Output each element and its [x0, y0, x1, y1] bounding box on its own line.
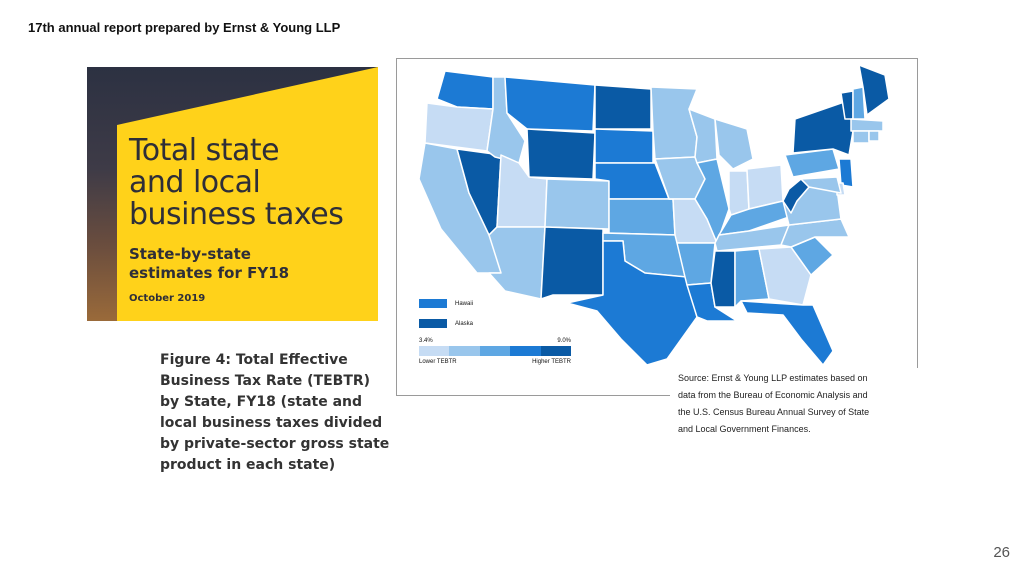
- state-in: [728, 170, 750, 216]
- state-az: [488, 226, 546, 300]
- state-ct: [852, 130, 870, 144]
- cover-subtitle-line: State-by-state: [129, 245, 251, 263]
- state-nh: [852, 86, 866, 120]
- state-md: [800, 176, 842, 194]
- cover-title: Total state and local business taxes: [129, 133, 344, 232]
- scale-step-2: [449, 346, 480, 356]
- state-ms: [710, 250, 736, 308]
- cover-subtitle-line: estimates for FY18: [129, 264, 290, 282]
- state-ma: [850, 118, 884, 132]
- us-states-map: [418, 64, 890, 366]
- caption-line: Figure 4: Total Effective: [160, 352, 348, 368]
- source-note: Source: Ernst & Young LLP estimates base…: [670, 368, 934, 438]
- legend-hawaii: Hawaii: [419, 299, 473, 308]
- scale-step-3: [479, 346, 511, 356]
- state-ks: [608, 198, 676, 236]
- legend-hawaii-label: Hawaii: [455, 300, 474, 307]
- scale-step-1: [419, 346, 450, 356]
- legend-alaska-label: Alaska: [455, 320, 474, 327]
- state-me: [858, 64, 890, 116]
- legend-alaska: Alaska: [419, 319, 473, 328]
- source-line: and Local Government Finances.: [678, 424, 811, 434]
- caption-line: product in each state): [160, 457, 336, 473]
- tebtr-map: Hawaii Alaska 3.4% 9.0% Lower TEBTR High…: [396, 58, 918, 396]
- state-fl: [740, 300, 834, 366]
- report-attribution: 17th annual report prepared by Ernst & Y…: [28, 20, 341, 35]
- scale-lower-label: Lower TEBTR: [419, 359, 457, 365]
- cover-title-line: business taxes: [129, 197, 344, 232]
- legend-alaska-swatch: [419, 319, 447, 328]
- scale-max-label: 9.0%: [557, 338, 571, 344]
- cover-date: October 2019: [129, 293, 206, 304]
- page-number: 26: [993, 544, 1010, 561]
- source-line: Source: Ernst & Young LLP estimates base…: [678, 373, 868, 383]
- scale-bar: [419, 346, 572, 356]
- state-ga: [758, 246, 812, 306]
- caption-line: by private-sector gross state: [160, 436, 390, 452]
- state-or: [424, 102, 494, 152]
- state-wa: [436, 70, 494, 110]
- source-line: data from the Bureau of Economic Analysi…: [678, 390, 868, 400]
- state-nm: [540, 226, 604, 300]
- state-mt: [504, 76, 596, 132]
- state-al: [734, 248, 770, 308]
- color-scale: 3.4% 9.0% Lower TEBTR Higher TEBTR: [419, 338, 572, 365]
- cover-title-line: Total state: [129, 133, 280, 168]
- state-mn: [650, 86, 698, 160]
- source-line: the U.S. Census Bureau Annual Survey of …: [678, 407, 870, 417]
- state-mi: [714, 118, 754, 170]
- state-nj: [838, 158, 854, 188]
- report-cover-image: Total state and local business taxes Sta…: [87, 67, 378, 321]
- scale-min-label: 3.4%: [419, 338, 433, 344]
- caption-line: Business Tax Rate (TEBTR): [160, 373, 371, 389]
- cover-subtitle: State-by-state estimates for FY18: [129, 245, 289, 283]
- state-sd: [594, 128, 654, 164]
- state-tx: [566, 240, 698, 366]
- cover-title-line: and local: [129, 165, 261, 200]
- state-il: [694, 158, 730, 244]
- state-ri: [868, 130, 880, 142]
- legend-hawaii-swatch: [419, 299, 447, 308]
- figure-caption: Figure 4: Total Effective Business Tax R…: [160, 350, 405, 476]
- caption-line: by State, FY18 (state and: [160, 394, 363, 410]
- scale-step-4: [510, 346, 541, 356]
- scale-higher-label: Higher TEBTR: [532, 359, 571, 365]
- state-co: [544, 178, 610, 230]
- scale-step-5: [540, 346, 572, 356]
- state-nd: [594, 84, 652, 130]
- state-wy: [526, 128, 596, 180]
- caption-line: local business taxes divided: [160, 415, 383, 431]
